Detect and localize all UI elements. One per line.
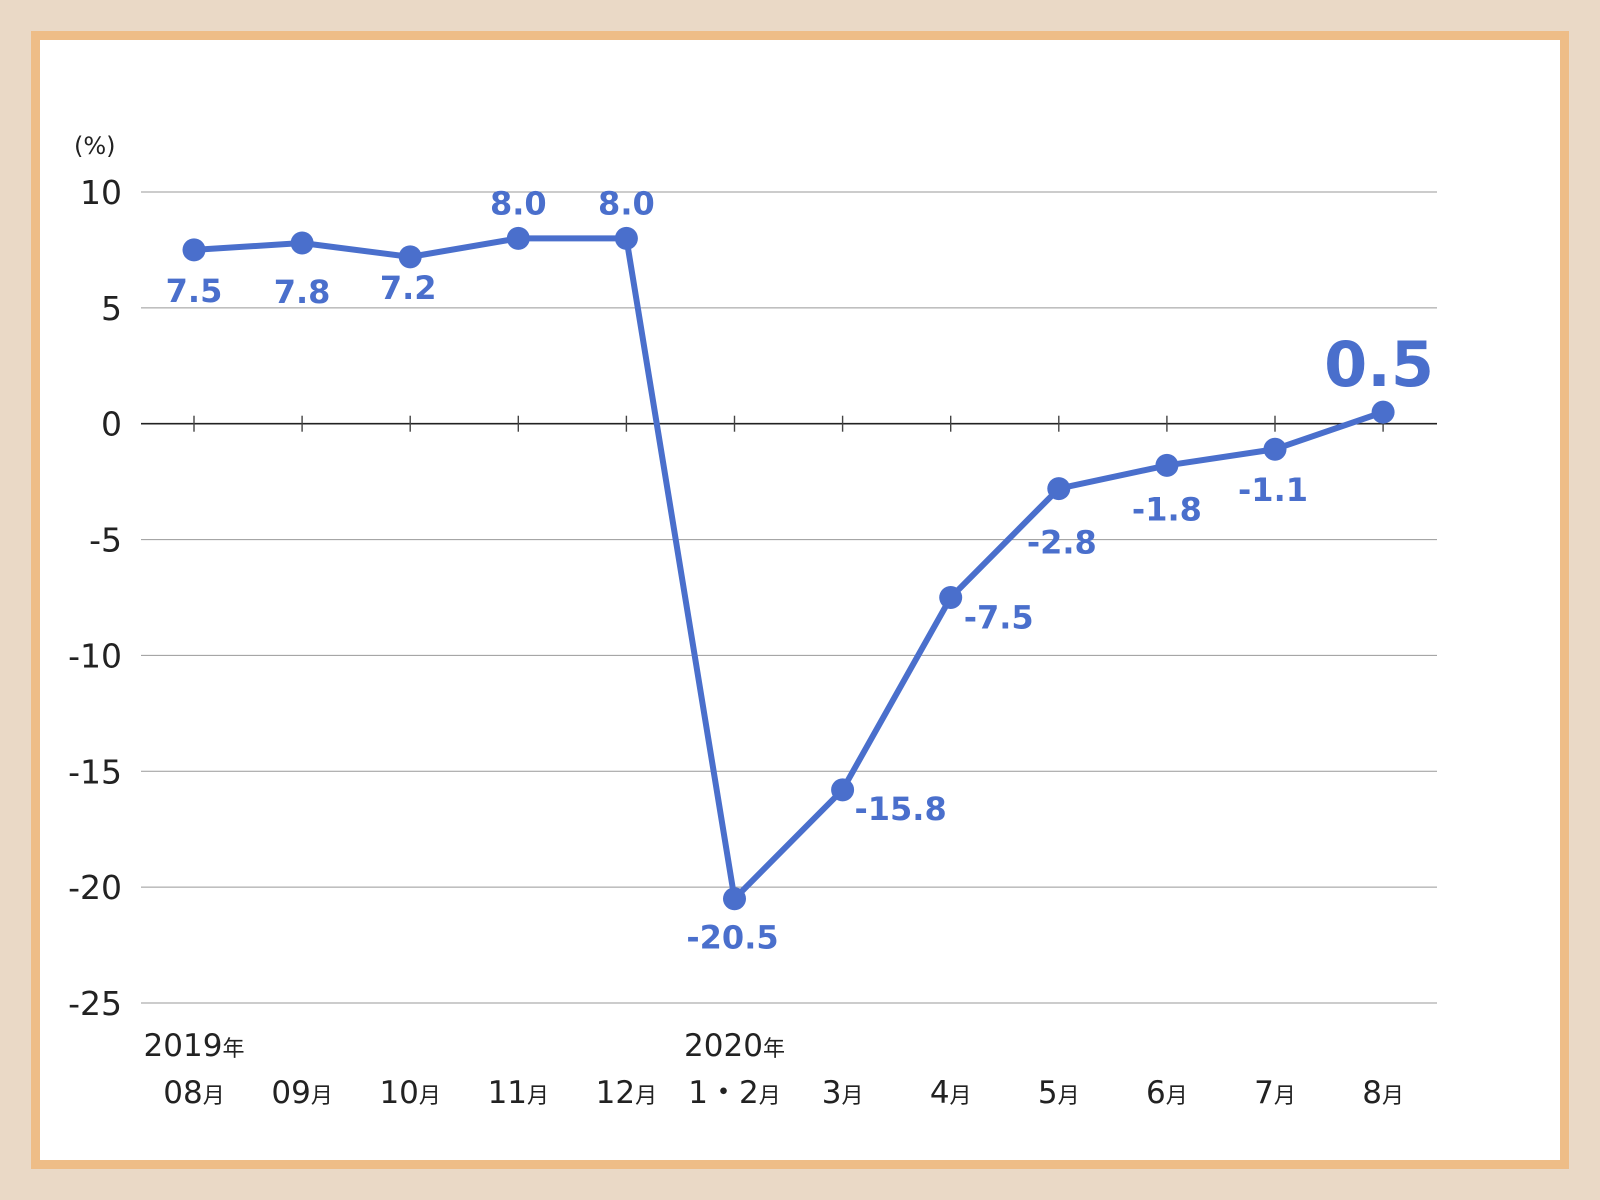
data-point: [1155, 453, 1179, 477]
y-tick-label: -25: [68, 984, 122, 1023]
y-tick-label: 5: [101, 289, 122, 328]
y-tick-label: 0: [101, 405, 122, 444]
data-label: -7.5: [964, 599, 1034, 637]
x-month-label: 4月: [930, 1075, 972, 1111]
data-point: [506, 226, 530, 250]
y-tick-label: -20: [68, 868, 122, 907]
data-point: [614, 226, 638, 250]
x-axis-ticks: [193, 415, 1384, 432]
data-point: [723, 887, 746, 911]
chart-frame: (%) 10 5 0 -5 -10 -15 -20 -25 2019年 08月 09月 10月 11月…: [31, 31, 1569, 1169]
x-month-label: 12月: [596, 1075, 657, 1111]
data-label: -1.8: [1132, 490, 1202, 528]
x-axis-labels: 2019年 08月 09月 10月 11月 12月 2020年 1・2月 3月 4月 5月 6月 7月 8…: [144, 1028, 1404, 1111]
data-labels: 7.5 7.8 7.2 8.0 8.0 -20.5 -15.8 -7.5 -2.8 -1.8 -1.…: [166, 184, 1434, 956]
x-month-label: 11月: [488, 1075, 549, 1111]
x-month-label: 3月: [822, 1075, 864, 1111]
grid-lines: [141, 191, 1437, 1004]
x-month-label: 8月: [1362, 1075, 1404, 1111]
data-label: -15.8: [854, 790, 946, 828]
x-month-label: 08月: [163, 1075, 224, 1111]
line-chart: (%) 10 5 0 -5 -10 -15 -20 -25 2019年 08月 09月 10月 11月…: [68, 132, 1437, 1111]
y-axis-unit-label: (%): [74, 132, 116, 160]
x-month-label: 10月: [379, 1075, 440, 1111]
data-label: 7.2: [380, 269, 437, 307]
data-point: [1371, 400, 1395, 424]
data-point: [1263, 437, 1287, 461]
x-month-label: 1・2月: [688, 1075, 780, 1111]
data-label: 0.5: [1324, 328, 1434, 401]
data-label: -1.1: [1238, 471, 1308, 509]
data-point: [1047, 477, 1071, 501]
data-label: 8.0: [598, 184, 655, 222]
x-month-label: 6月: [1146, 1075, 1188, 1111]
series-line: [182, 226, 1395, 911]
x-year-label: 2019年: [144, 1028, 245, 1064]
data-label: 8.0: [490, 184, 547, 222]
data-label: 7.5: [166, 272, 223, 310]
y-tick-label: 10: [80, 173, 122, 212]
data-label: -2.8: [1027, 524, 1097, 562]
data-label: 7.8: [274, 273, 331, 311]
y-tick-label: -5: [89, 521, 122, 560]
data-label: -20.5: [686, 919, 778, 957]
data-point: [939, 586, 963, 609]
series-polyline: [191, 235, 1387, 902]
data-point: [290, 231, 314, 255]
data-point: [398, 245, 422, 269]
x-month-label: 5月: [1038, 1075, 1080, 1111]
y-axis-ticks: 10 5 0 -5 -10 -15 -20 -25: [68, 173, 122, 1023]
data-point: [182, 238, 206, 262]
y-tick-label: -15: [68, 752, 122, 791]
x-month-label: 09月: [271, 1075, 332, 1111]
x-year-label: 2020年: [684, 1028, 785, 1064]
x-month-label: 7月: [1254, 1075, 1296, 1111]
y-tick-label: -10: [68, 636, 122, 675]
data-point: [831, 778, 855, 802]
